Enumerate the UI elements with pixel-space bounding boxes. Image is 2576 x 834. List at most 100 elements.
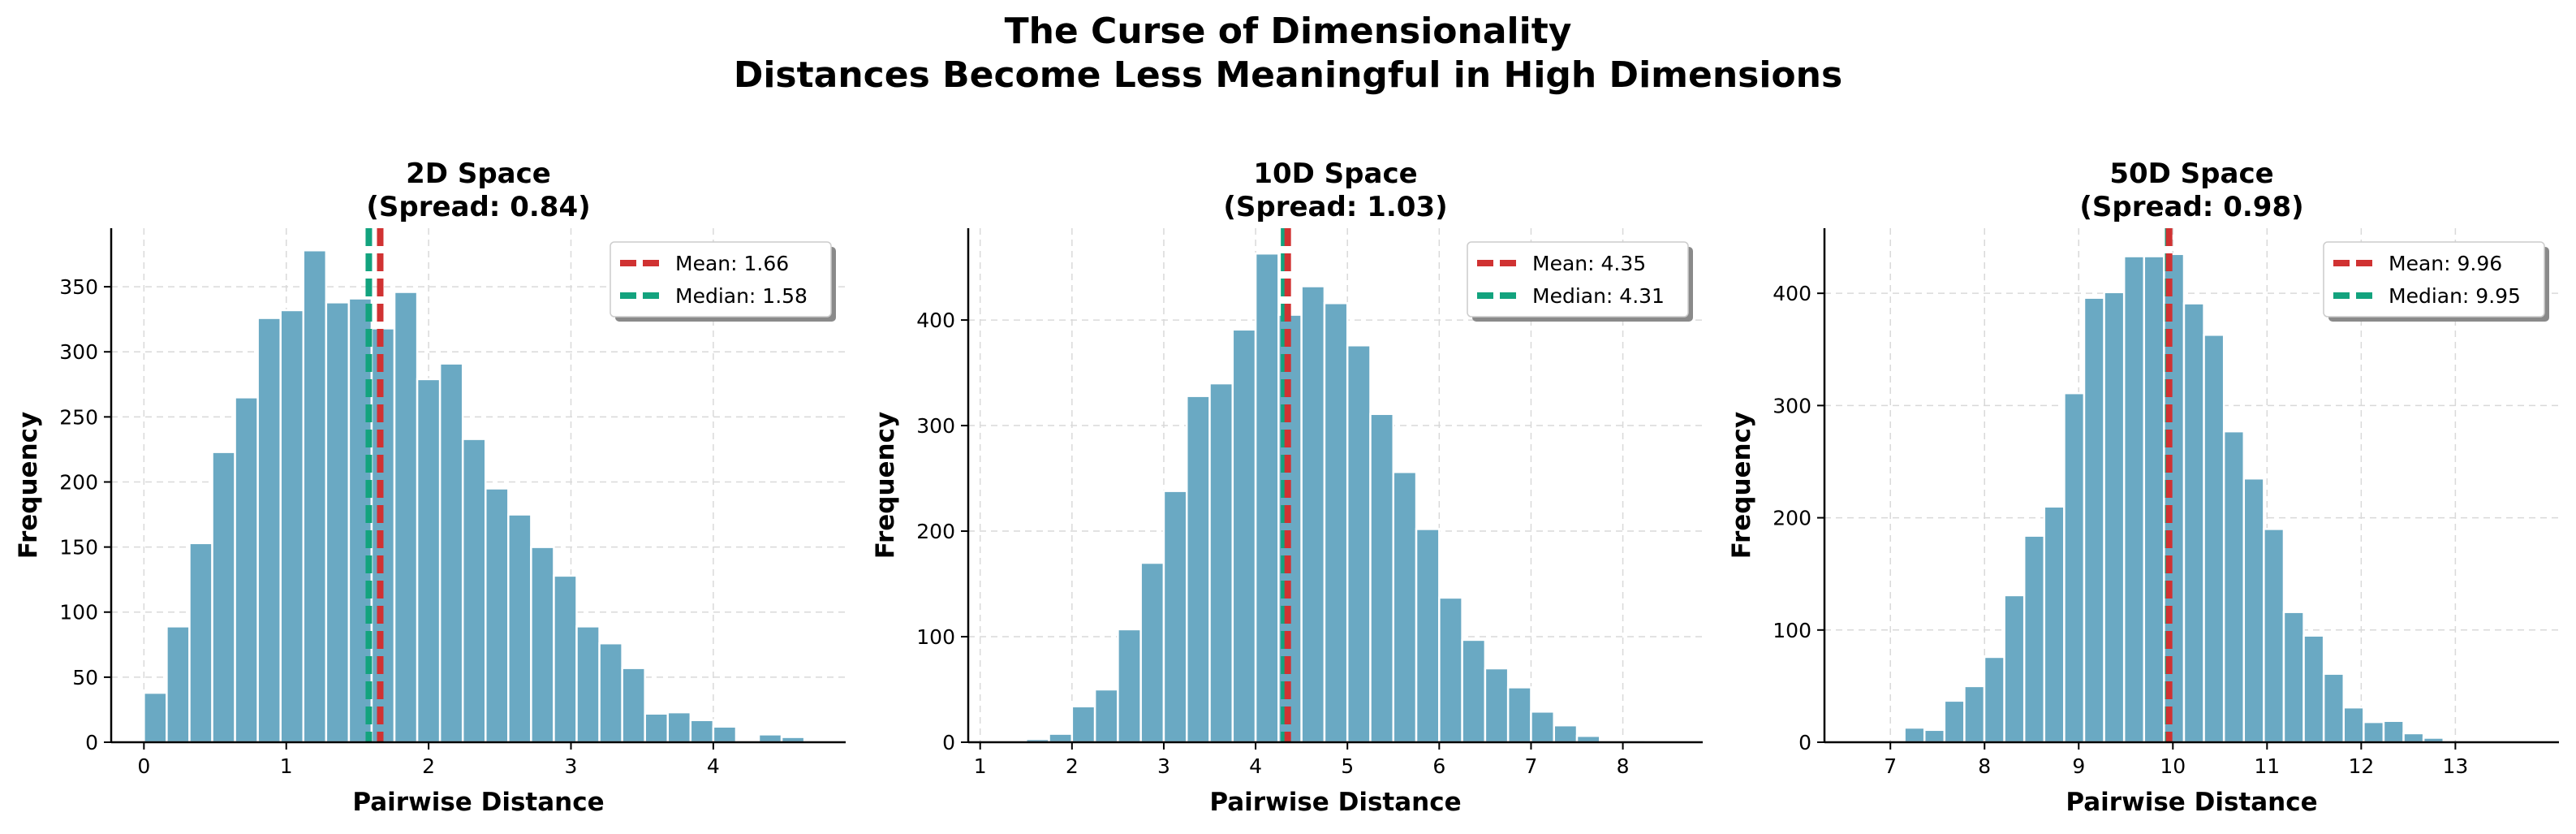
chart-panel-3: 7 8 9 10 11 12 13 0 100 200 300 400 Pairwise Distanc… (1727, 158, 2559, 817)
legend-median-label: Median: 9.95 (2389, 284, 2521, 308)
histogram-bar (1162, 490, 1188, 744)
histogram-bar (256, 317, 282, 744)
histogram-bar (2302, 634, 2325, 744)
x-tick-label: 8 (1617, 754, 1630, 778)
x-tick-label: 10 (2160, 754, 2186, 778)
panel-subtitle: (Spread: 0.98) (2079, 191, 2303, 223)
histogram-bar (2063, 391, 2086, 744)
histogram-bar (2083, 296, 2105, 744)
bars (1903, 253, 2445, 744)
legend-mean-label: Mean: 1.66 (675, 252, 789, 275)
legend-mean-label: Mean: 9.96 (2389, 252, 2502, 275)
legend-median-label: Median: 1.58 (675, 284, 808, 308)
y-tick-label: 0 (85, 731, 98, 754)
histogram-bar (1323, 302, 1349, 744)
histogram-bar (2122, 255, 2146, 744)
legend-mean-label: Mean: 4.35 (1532, 252, 1646, 275)
legend-median-label: Median: 4.31 (1532, 284, 1665, 308)
histogram-bar (166, 625, 191, 744)
histogram-bar (438, 362, 464, 744)
x-tick-label: 2 (1066, 754, 1079, 778)
y-axis-label: Frequency (1727, 412, 1756, 559)
legend: Mean: 9.96 Median: 9.95 (2323, 241, 2549, 322)
histogram-bar (2263, 528, 2285, 744)
histogram-bar (416, 378, 442, 744)
histogram-bar (530, 546, 555, 744)
histogram-bar (1117, 628, 1142, 744)
histogram-bar (553, 574, 578, 744)
bars (143, 248, 806, 744)
histogram-bar (1903, 726, 1926, 744)
histogram-bar (757, 733, 783, 744)
histogram-bar (2203, 334, 2225, 744)
histogram-bar (689, 719, 715, 744)
y-tick-label: 200 (916, 520, 955, 543)
panel-subtitle: (Spread: 0.84) (366, 191, 590, 223)
histogram-bar (211, 451, 236, 744)
y-tick-label: 200 (1773, 507, 1811, 530)
y-tick-label: 350 (59, 275, 98, 299)
histogram-bar (1415, 528, 1441, 744)
histogram-bar (2103, 291, 2126, 744)
y-tick-label: 0 (942, 731, 955, 754)
panel-subtitle: (Spread: 1.03) (1223, 191, 1447, 223)
histogram-bar (1983, 655, 2005, 744)
histogram-bar (1300, 285, 1326, 744)
y-tick-label: 0 (1798, 731, 1811, 754)
histogram-bar (1461, 638, 1487, 744)
y-tick-label: 100 (1773, 619, 1811, 642)
histogram-bar (1506, 686, 1532, 744)
legend-box (2323, 241, 2545, 318)
histogram-bar (234, 396, 259, 744)
histogram-bar (1093, 688, 1119, 744)
histogram-bar (1231, 328, 1257, 744)
histogram-bar (485, 487, 510, 744)
histogram-bar (2363, 720, 2385, 744)
histogram-bar (712, 725, 738, 744)
y-tick-label: 300 (916, 414, 955, 438)
x-tick-label: 0 (137, 754, 150, 778)
histogram-bar (393, 291, 419, 744)
histogram-bar (1963, 685, 1986, 744)
histogram-bar (2382, 719, 2405, 744)
histogram-bar (1943, 699, 1966, 744)
histogram-bar (461, 438, 487, 744)
histogram-bar (2322, 672, 2346, 744)
panel-title: 50D Space (2109, 158, 2273, 190)
histogram-bar (1208, 382, 1234, 744)
y-tick-label: 300 (1773, 394, 1811, 417)
histogram-bar (1346, 344, 1372, 744)
y-tick-label: 300 (59, 340, 98, 364)
histogram-bar (1530, 711, 1555, 744)
histogram-bar (143, 691, 168, 744)
histogram-bar (575, 625, 601, 744)
x-tick-label: 4 (1249, 754, 1262, 778)
legend-box (1467, 241, 1689, 318)
x-tick-label: 7 (1884, 754, 1897, 778)
histogram-bar (1369, 413, 1395, 744)
histogram-bar (1139, 561, 1165, 744)
x-tick-label: 13 (2442, 754, 2468, 778)
x-axis-label: Pairwise Distance (352, 788, 604, 817)
y-tick-label: 400 (1773, 282, 1811, 305)
histogram-bar (302, 248, 328, 744)
histogram-bar (1070, 705, 1096, 744)
histogram-bar (1277, 313, 1303, 744)
bars (1002, 252, 1670, 744)
x-tick-label: 4 (707, 754, 720, 778)
histogram-bar (2402, 732, 2425, 744)
y-tick-label: 100 (59, 601, 98, 624)
histogram-bar (2043, 505, 2066, 744)
chart-panel-2: 1 2 3 4 5 6 7 8 0 100 200 300 400 Pairwise Distance Fr… (871, 158, 1703, 817)
y-tick-label: 250 (59, 405, 98, 429)
x-tick-label: 9 (2072, 754, 2085, 778)
x-tick-label: 11 (2254, 754, 2280, 778)
y-tick-label: 150 (59, 536, 98, 560)
histogram-bar (325, 301, 351, 744)
x-tick-label: 12 (2348, 754, 2374, 778)
histogram-bar (644, 712, 670, 744)
histogram-bar (2143, 255, 2165, 744)
histogram-bar (1923, 728, 1946, 744)
histogram-bar (1392, 471, 1418, 744)
